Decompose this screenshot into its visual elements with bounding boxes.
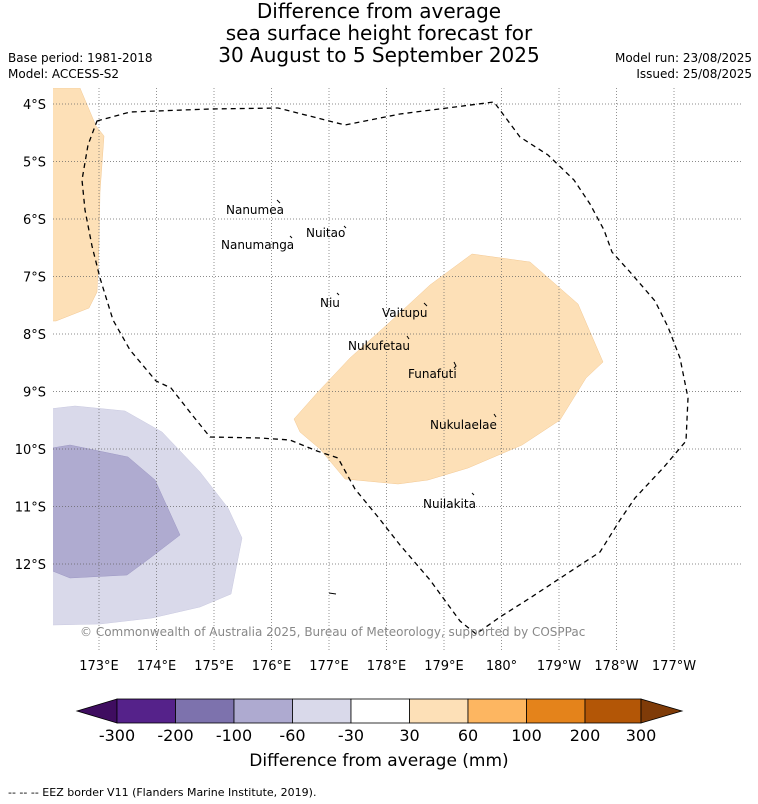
island-nuilakita xyxy=(471,492,475,496)
lon-label-177e: 177°E xyxy=(309,659,349,674)
place-label-niu: Niu xyxy=(320,296,340,310)
island-reef xyxy=(328,592,337,595)
colorbar-tick-neg200: -200 xyxy=(157,726,193,745)
lat-label-4s: 4°S xyxy=(23,98,46,113)
colorbar-tick-pos200: 200 xyxy=(570,726,601,745)
lat-label-8s: 8°S xyxy=(23,328,46,343)
lon-label-178e: 178°E xyxy=(367,659,407,674)
colorbar-bin-neg30 xyxy=(292,698,352,724)
issued-date: Issued: 25/08/2025 xyxy=(636,67,752,81)
colorbar-bin-neg60 xyxy=(233,698,293,724)
title-line-1: Difference from average xyxy=(256,0,502,23)
island-vaitupu xyxy=(423,302,428,307)
model-run: Model run: 23/08/2025 xyxy=(614,51,752,65)
island-nanumea xyxy=(276,199,281,204)
lon-label-180: 180° xyxy=(486,659,517,674)
place-label-vaitupu: Vaitupu xyxy=(382,306,428,320)
colorbar-tick-pos60: 60 xyxy=(458,726,478,745)
eez-footnote: -- -- -- EEZ border V11 (Flanders Marine… xyxy=(8,786,317,799)
island-nuitao xyxy=(343,225,347,229)
lat-label-11s: 11°S xyxy=(15,501,46,516)
place-label-nukufetau: Nukufetau xyxy=(348,339,410,353)
anomaly-region-west xyxy=(53,88,105,322)
lon-label-173e: 173°E xyxy=(79,659,119,674)
place-label-nanumanga: Nanumanga xyxy=(221,238,294,252)
colorbar-bin-neg200 xyxy=(116,698,176,724)
island-nukufetau xyxy=(406,335,410,340)
map-title: Difference from average sea surface heig… xyxy=(0,0,758,66)
lat-label-7s: 7°S xyxy=(23,271,46,286)
colorbar xyxy=(75,698,684,724)
colorbar-tick-neg60: -60 xyxy=(279,726,305,745)
lat-label-12s: 12°S xyxy=(15,558,46,573)
island-funafuti xyxy=(453,361,457,369)
lat-label-9s: 9°S xyxy=(23,386,46,401)
model-name: Model: ACCESS-S2 xyxy=(8,67,120,81)
colorbar-bin-neutral xyxy=(350,698,410,724)
colorbar-tick-pos100: 100 xyxy=(511,726,542,745)
place-label-nanumea: Nanumea xyxy=(226,203,284,217)
colorbar-tick-pos300: 300 xyxy=(626,726,657,745)
title-line-2: sea surface height forecast for xyxy=(225,21,533,45)
colorbar-tick-neg100: -100 xyxy=(216,726,252,745)
lon-label-179w: 179°W xyxy=(537,659,581,674)
graticule xyxy=(53,88,742,650)
title-line-3: 30 August to 5 September 2025 xyxy=(218,43,540,67)
colorbar-tick-pos30: 30 xyxy=(399,726,419,745)
colorbar-extend-low xyxy=(75,698,118,724)
meta-right: Model run: 23/08/2025 Issued: 25/08/2025 xyxy=(615,50,752,82)
lat-label-10s: 10°S xyxy=(15,443,46,458)
colorbar-bin-pos30 xyxy=(409,698,469,724)
colorbar-bin-pos60 xyxy=(467,698,527,724)
lat-label-6s: 6°S xyxy=(23,213,46,228)
map-area: Nanumea Nuitao Nanumanga Niu Vaitupu Nuk… xyxy=(53,88,742,650)
place-label-nuitao: Nuitao xyxy=(306,226,345,240)
colorbar-title: Difference from average (mm) xyxy=(249,751,509,771)
colorbar-extend-high xyxy=(640,698,684,724)
lon-label-176e: 176°E xyxy=(252,659,292,674)
place-label-nuilakita: Nuilakita xyxy=(423,497,476,511)
colorbar-bin-pos100 xyxy=(526,698,586,724)
island-nanumanga xyxy=(289,235,293,239)
copyright-notice: © Commonwealth of Australia 2025, Bureau… xyxy=(80,625,585,639)
island-niu xyxy=(336,292,340,296)
lon-label-178w: 178°W xyxy=(594,659,638,674)
colorbar-tick-neg30: -30 xyxy=(338,726,364,745)
lon-label-177w: 177°W xyxy=(652,659,696,674)
colorbar-bin-neg100 xyxy=(175,698,235,724)
place-label-nukulaelae: Nukulaelae xyxy=(430,418,497,432)
lon-label-174e: 174°E xyxy=(137,659,177,674)
islands xyxy=(276,199,497,595)
lat-label-5s: 5°S xyxy=(23,156,46,171)
colorbar-bin-pos200 xyxy=(584,698,642,724)
anomaly-region-central xyxy=(293,253,604,485)
lon-label-179e: 179°E xyxy=(424,659,464,674)
island-nukulaelae xyxy=(493,413,497,418)
lon-label-175e: 175°E xyxy=(194,659,234,674)
base-period: Base period: 1981-2018 xyxy=(8,51,153,65)
place-label-funafuti: Funafuti xyxy=(408,367,457,381)
meta-left: Base period: 1981-2018 Model: ACCESS-S2 xyxy=(8,50,153,82)
eez-border xyxy=(81,101,689,635)
colorbar-tick-neg300: -300 xyxy=(99,726,135,745)
